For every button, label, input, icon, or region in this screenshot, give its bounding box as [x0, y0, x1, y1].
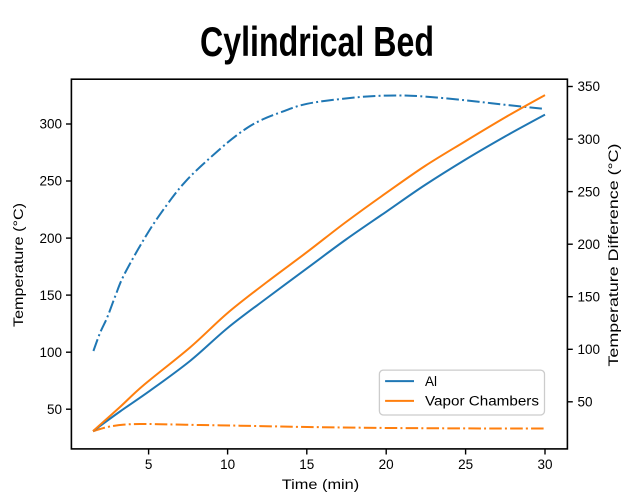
svg-text:100: 100	[39, 345, 62, 360]
svg-text:Temperature (°C): Temperature (°C)	[11, 203, 26, 327]
svg-text:150: 150	[578, 289, 601, 304]
svg-text:15: 15	[299, 457, 314, 472]
svg-text:150: 150	[39, 288, 62, 303]
svg-text:50: 50	[47, 402, 62, 417]
svg-text:Temperature Difference (°C): Temperature Difference (°C)	[606, 144, 621, 367]
svg-text:250: 250	[39, 174, 62, 189]
svg-text:Vapor Chambers: Vapor Chambers	[425, 394, 539, 409]
svg-text:Time (min): Time (min)	[282, 477, 359, 492]
svg-text:30: 30	[537, 457, 552, 472]
svg-text:250: 250	[578, 184, 601, 199]
svg-text:20: 20	[379, 457, 394, 472]
svg-text:200: 200	[578, 237, 601, 252]
svg-text:350: 350	[578, 79, 601, 94]
svg-text:5: 5	[145, 457, 153, 472]
svg-text:Al: Al	[425, 374, 437, 389]
svg-text:25: 25	[458, 457, 473, 472]
svg-text:Cylindrical Bed: Cylindrical Bed	[200, 18, 434, 65]
svg-text:100: 100	[578, 342, 601, 357]
svg-text:200: 200	[39, 231, 62, 246]
svg-text:50: 50	[578, 395, 593, 410]
svg-text:300: 300	[578, 132, 601, 147]
svg-text:10: 10	[220, 457, 235, 472]
svg-text:300: 300	[39, 117, 62, 132]
